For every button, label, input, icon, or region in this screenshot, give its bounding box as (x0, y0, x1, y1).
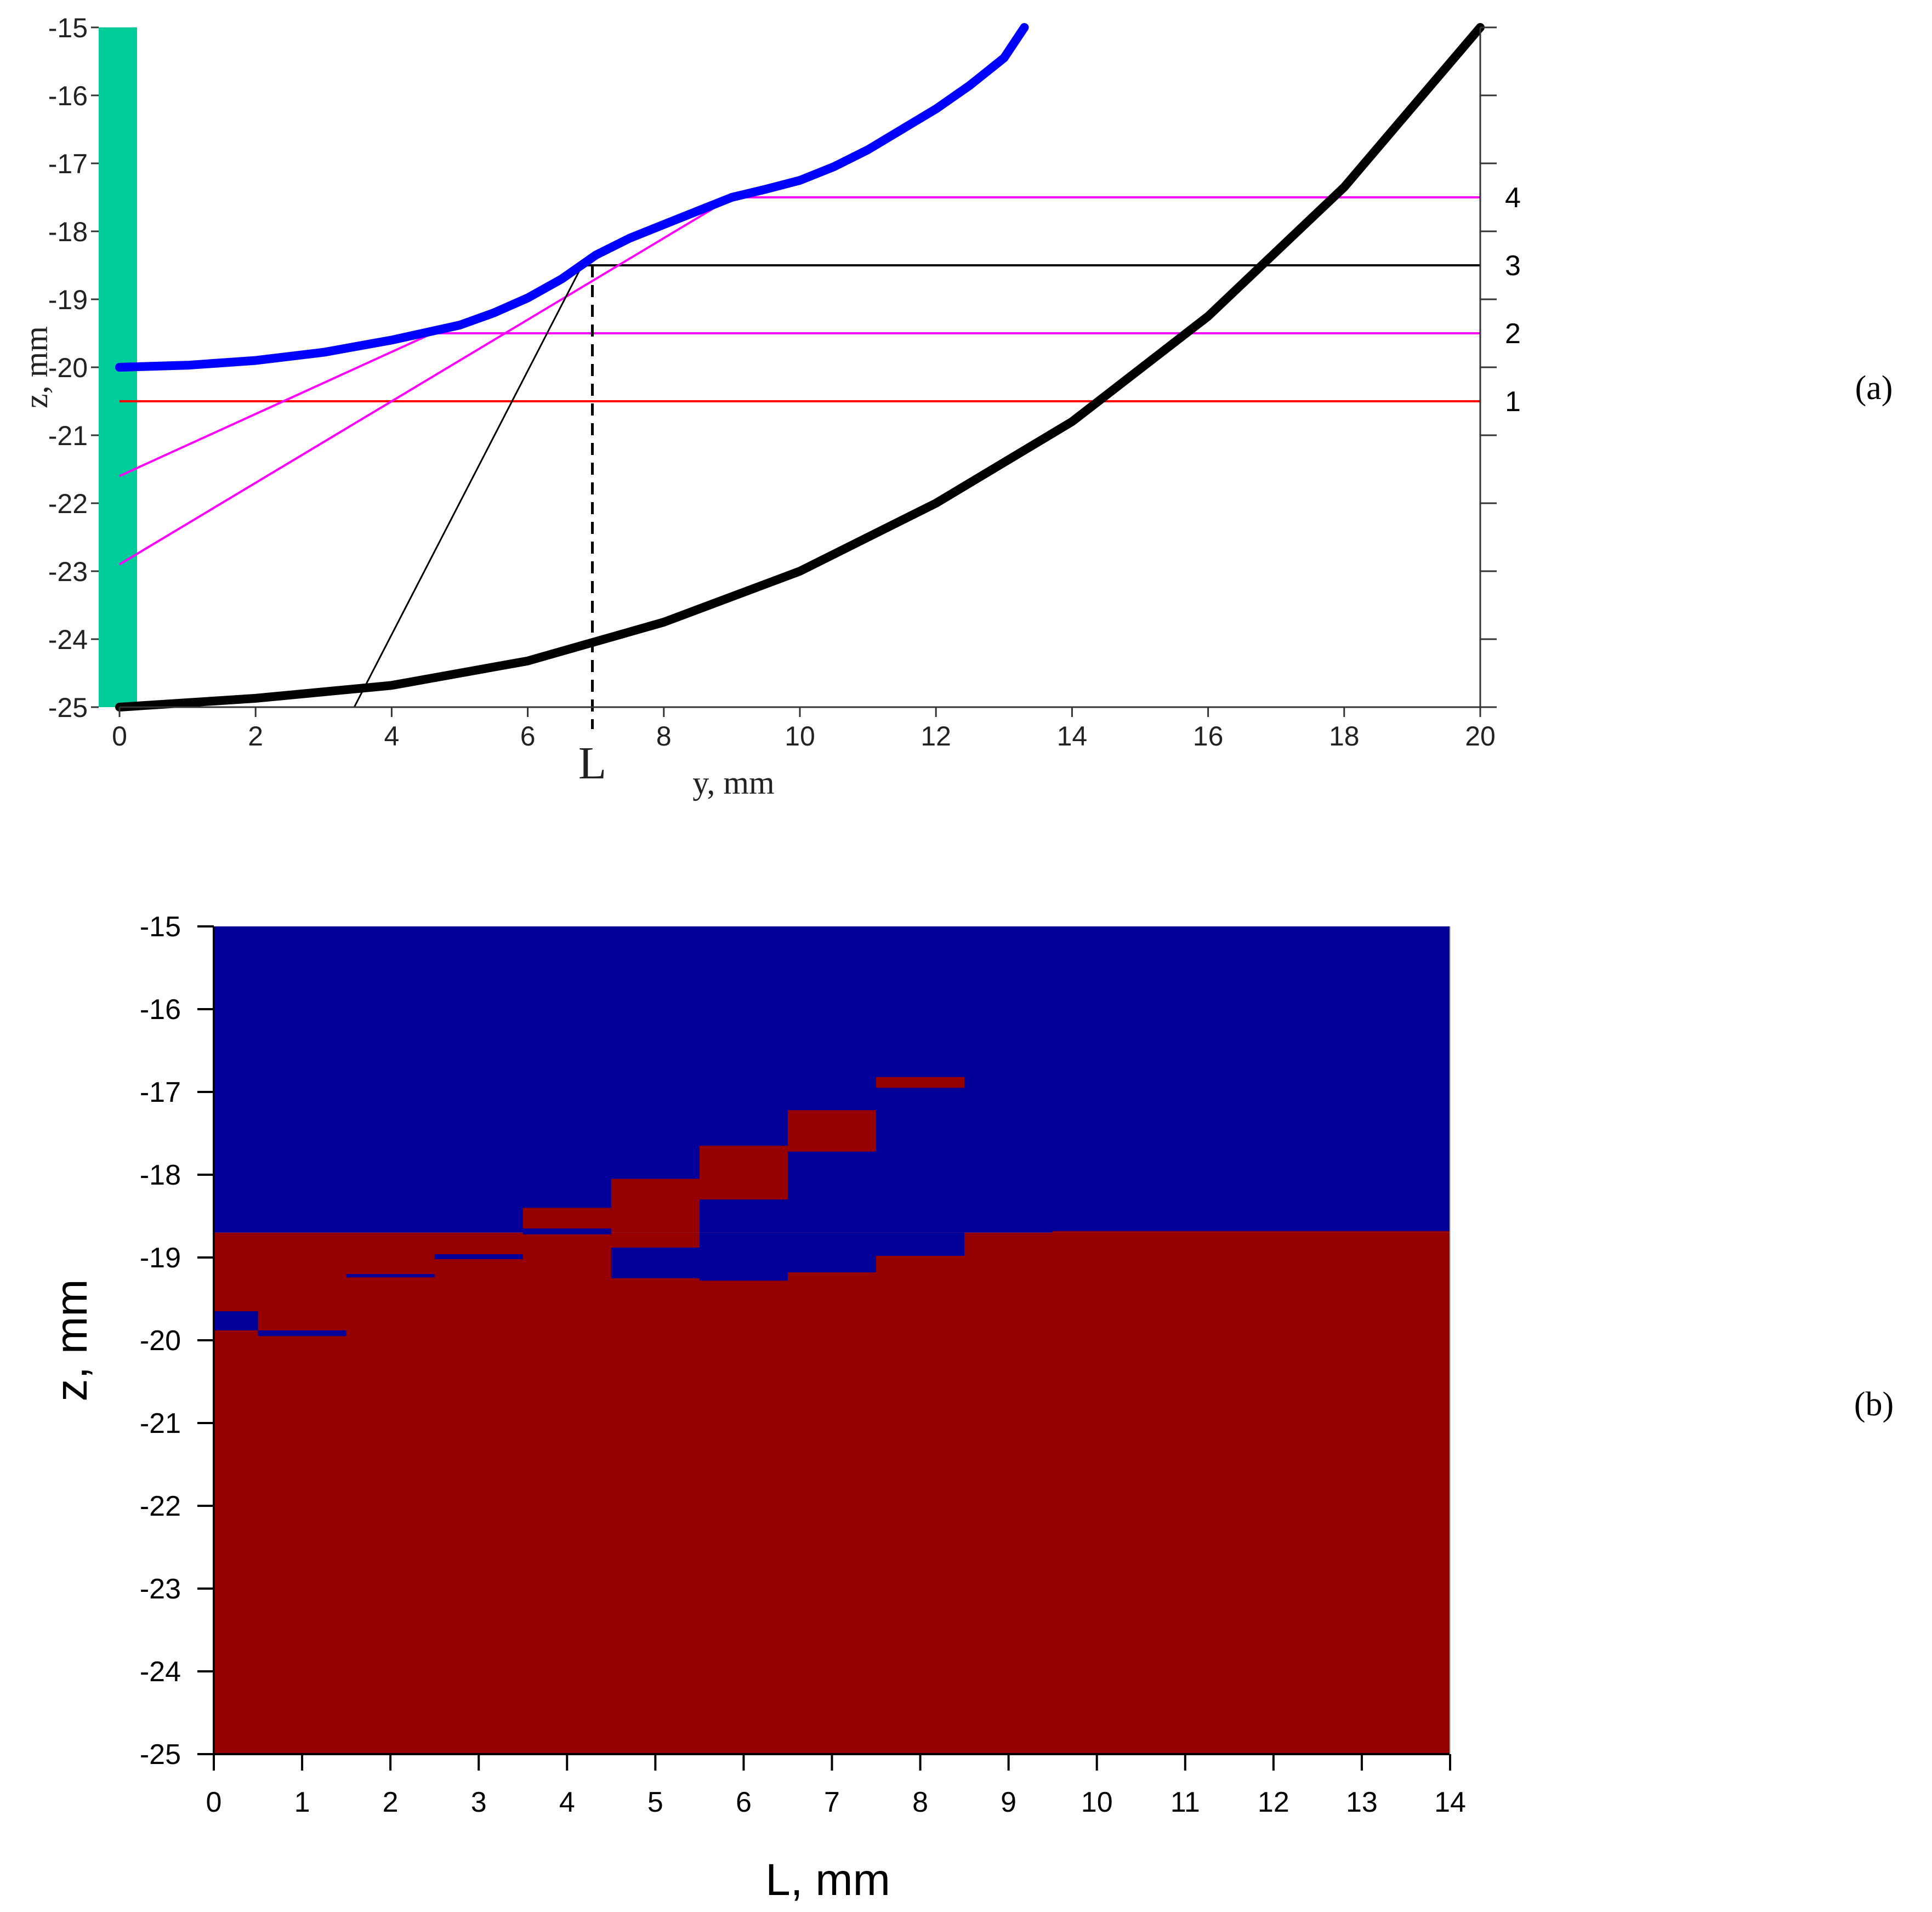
heatmap-cell (434, 1254, 523, 1260)
panel-a-y-tick-label: -18 (48, 217, 88, 247)
panel-b-x-tick-label: 0 (206, 1786, 222, 1818)
ray-line-1 (119, 332, 433, 477)
panel-a-y-tick-label: -25 (48, 692, 88, 723)
panel-b-marks (214, 926, 1450, 1754)
panel-a-x-tick-label: 16 (1193, 721, 1224, 752)
panel-b-y-tick-label: -20 (140, 1325, 181, 1357)
panel-b-label: (b) (1854, 1386, 1894, 1423)
panel-b-y-tick-label: -25 (140, 1739, 181, 1771)
panel-b-x-tick-label: 12 (1258, 1786, 1289, 1818)
panel-a-axes: 0 2 4 6 8 10 12 14 16 18 20-25-24-23-22-21-20-19-1… (48, 13, 1521, 789)
panel-a-chart: 0 2 4 6 8 10 12 14 16 18 20-25-24-23-22-21-20-19-1… (18, 13, 1893, 801)
upper-surface-line (115, 23, 1029, 372)
panel-b-y-tick-label: -23 (140, 1573, 181, 1605)
panel-a-x-tick-label: 2 (248, 721, 263, 752)
panel-a-x-tick-label: 14 (1057, 721, 1088, 752)
panel-b-x-tick-label: 13 (1346, 1786, 1378, 1818)
panel-b-x-tick-label: 14 (1434, 1786, 1466, 1818)
marker-label: L (578, 738, 606, 789)
heatmap-cell (699, 1232, 788, 1281)
heatmap-cell (876, 1077, 965, 1088)
panel-b-x-tick-label: 4 (559, 1786, 575, 1818)
ray-line-2 (118, 196, 732, 566)
heatmap-cell (258, 1330, 346, 1336)
level-label-3: 3 (1505, 250, 1521, 282)
panel-b-y-tick-label: -19 (140, 1242, 181, 1274)
panel-a-x-tick-label: 6 (520, 721, 536, 752)
heatmap-cell (787, 1110, 877, 1152)
heatmap-cell (876, 1232, 965, 1256)
panel-a-y-tick-label: -17 (48, 149, 88, 179)
panel-a-x-tick-label: 18 (1329, 721, 1360, 752)
panel-b-y-tick-label: -18 (140, 1159, 181, 1191)
panel-a-marks (99, 23, 1485, 729)
lower-surface-line (115, 23, 1485, 712)
panel-a-xlabel: y, mm (692, 765, 774, 801)
panel-a-y-tick-label: -24 (48, 624, 88, 655)
ray-line-3 (353, 265, 583, 708)
panel-a-x-tick-label: 12 (920, 721, 951, 752)
heatmap-cell (787, 1232, 877, 1273)
heatmap-cell (522, 1208, 611, 1229)
panel-b-x-tick-label: 1 (294, 1786, 310, 1818)
panel-a-y-tick-label: -23 (48, 556, 88, 587)
panel-b-ylabel: z, mm (47, 1279, 96, 1401)
heatmap-region-upper (214, 926, 1450, 1233)
heatmap-cell (346, 1274, 435, 1278)
heatmap-cell (611, 1247, 700, 1278)
panel-b-xlabel: L, mm (765, 1855, 890, 1905)
level-label-4: 4 (1505, 182, 1521, 214)
panel-a-x-tick-label: 10 (785, 721, 815, 752)
panel-a-x-tick-label: 8 (656, 721, 672, 752)
panel-a-ylabel: z, mm (18, 326, 54, 408)
panel-a-label: (a) (1855, 369, 1893, 407)
panel-b-y-tick-label: -24 (140, 1656, 181, 1688)
panel-b-x-tick-label: 3 (471, 1786, 487, 1818)
panel-b-chart: 0 1 2 3 4 5 6 7 8 9 10 11 12 13 14-25-24-23-22-21-20-1… (47, 911, 1894, 1905)
panel-b-x-tick-label: 2 (383, 1786, 399, 1818)
panel-a-x-tick-label: 0 (112, 721, 127, 752)
panel-b-x-tick-label: 7 (824, 1786, 840, 1818)
panel-a-y-tick-label: -16 (48, 81, 88, 111)
level-label-2: 2 (1505, 318, 1521, 350)
panel-a-y-tick-label: -20 (48, 352, 88, 383)
level-label-1: 1 (1505, 386, 1521, 418)
panel-b-y-tick-label: -16 (140, 994, 181, 1026)
panel-b-y-tick-label: -17 (140, 1077, 181, 1108)
heatmap-region-lower (214, 1232, 1450, 1754)
panel-b-y-tick-label: -21 (140, 1408, 181, 1439)
panel-a-y-tick-label: -22 (48, 488, 88, 519)
heatmap-cell (522, 1228, 611, 1234)
panel-b-x-tick-label: 6 (736, 1786, 752, 1818)
panel-a-y-tick-label: -19 (48, 284, 88, 315)
panel-a-x-tick-label: 4 (384, 721, 399, 752)
heatmap-cell (1053, 1231, 1450, 1233)
panel-b-y-tick-label: -22 (140, 1490, 181, 1522)
panel-b-x-tick-label: 5 (647, 1786, 663, 1818)
panel-a-y-tick-label: -21 (48, 420, 88, 451)
panel-a-x-tick-label: 20 (1465, 721, 1496, 752)
panel-b-x-tick-label: 10 (1081, 1786, 1113, 1818)
heatmap-cell (214, 1311, 258, 1330)
panel-b-y-tick-label: -15 (140, 911, 181, 943)
panel-b-x-tick-label: 8 (912, 1786, 928, 1818)
panel-a-y-tick-label: -15 (48, 13, 88, 43)
panel-b-axes: 0 1 2 3 4 5 6 7 8 9 10 11 12 13 14-25-24-23-22-21-20-1… (140, 911, 1466, 1818)
heatmap-cell (699, 1146, 788, 1200)
panel-b-x-tick-label: 11 (1170, 1786, 1200, 1818)
heatmap-cell (611, 1179, 700, 1233)
panel-b-x-tick-label: 9 (1001, 1786, 1016, 1818)
